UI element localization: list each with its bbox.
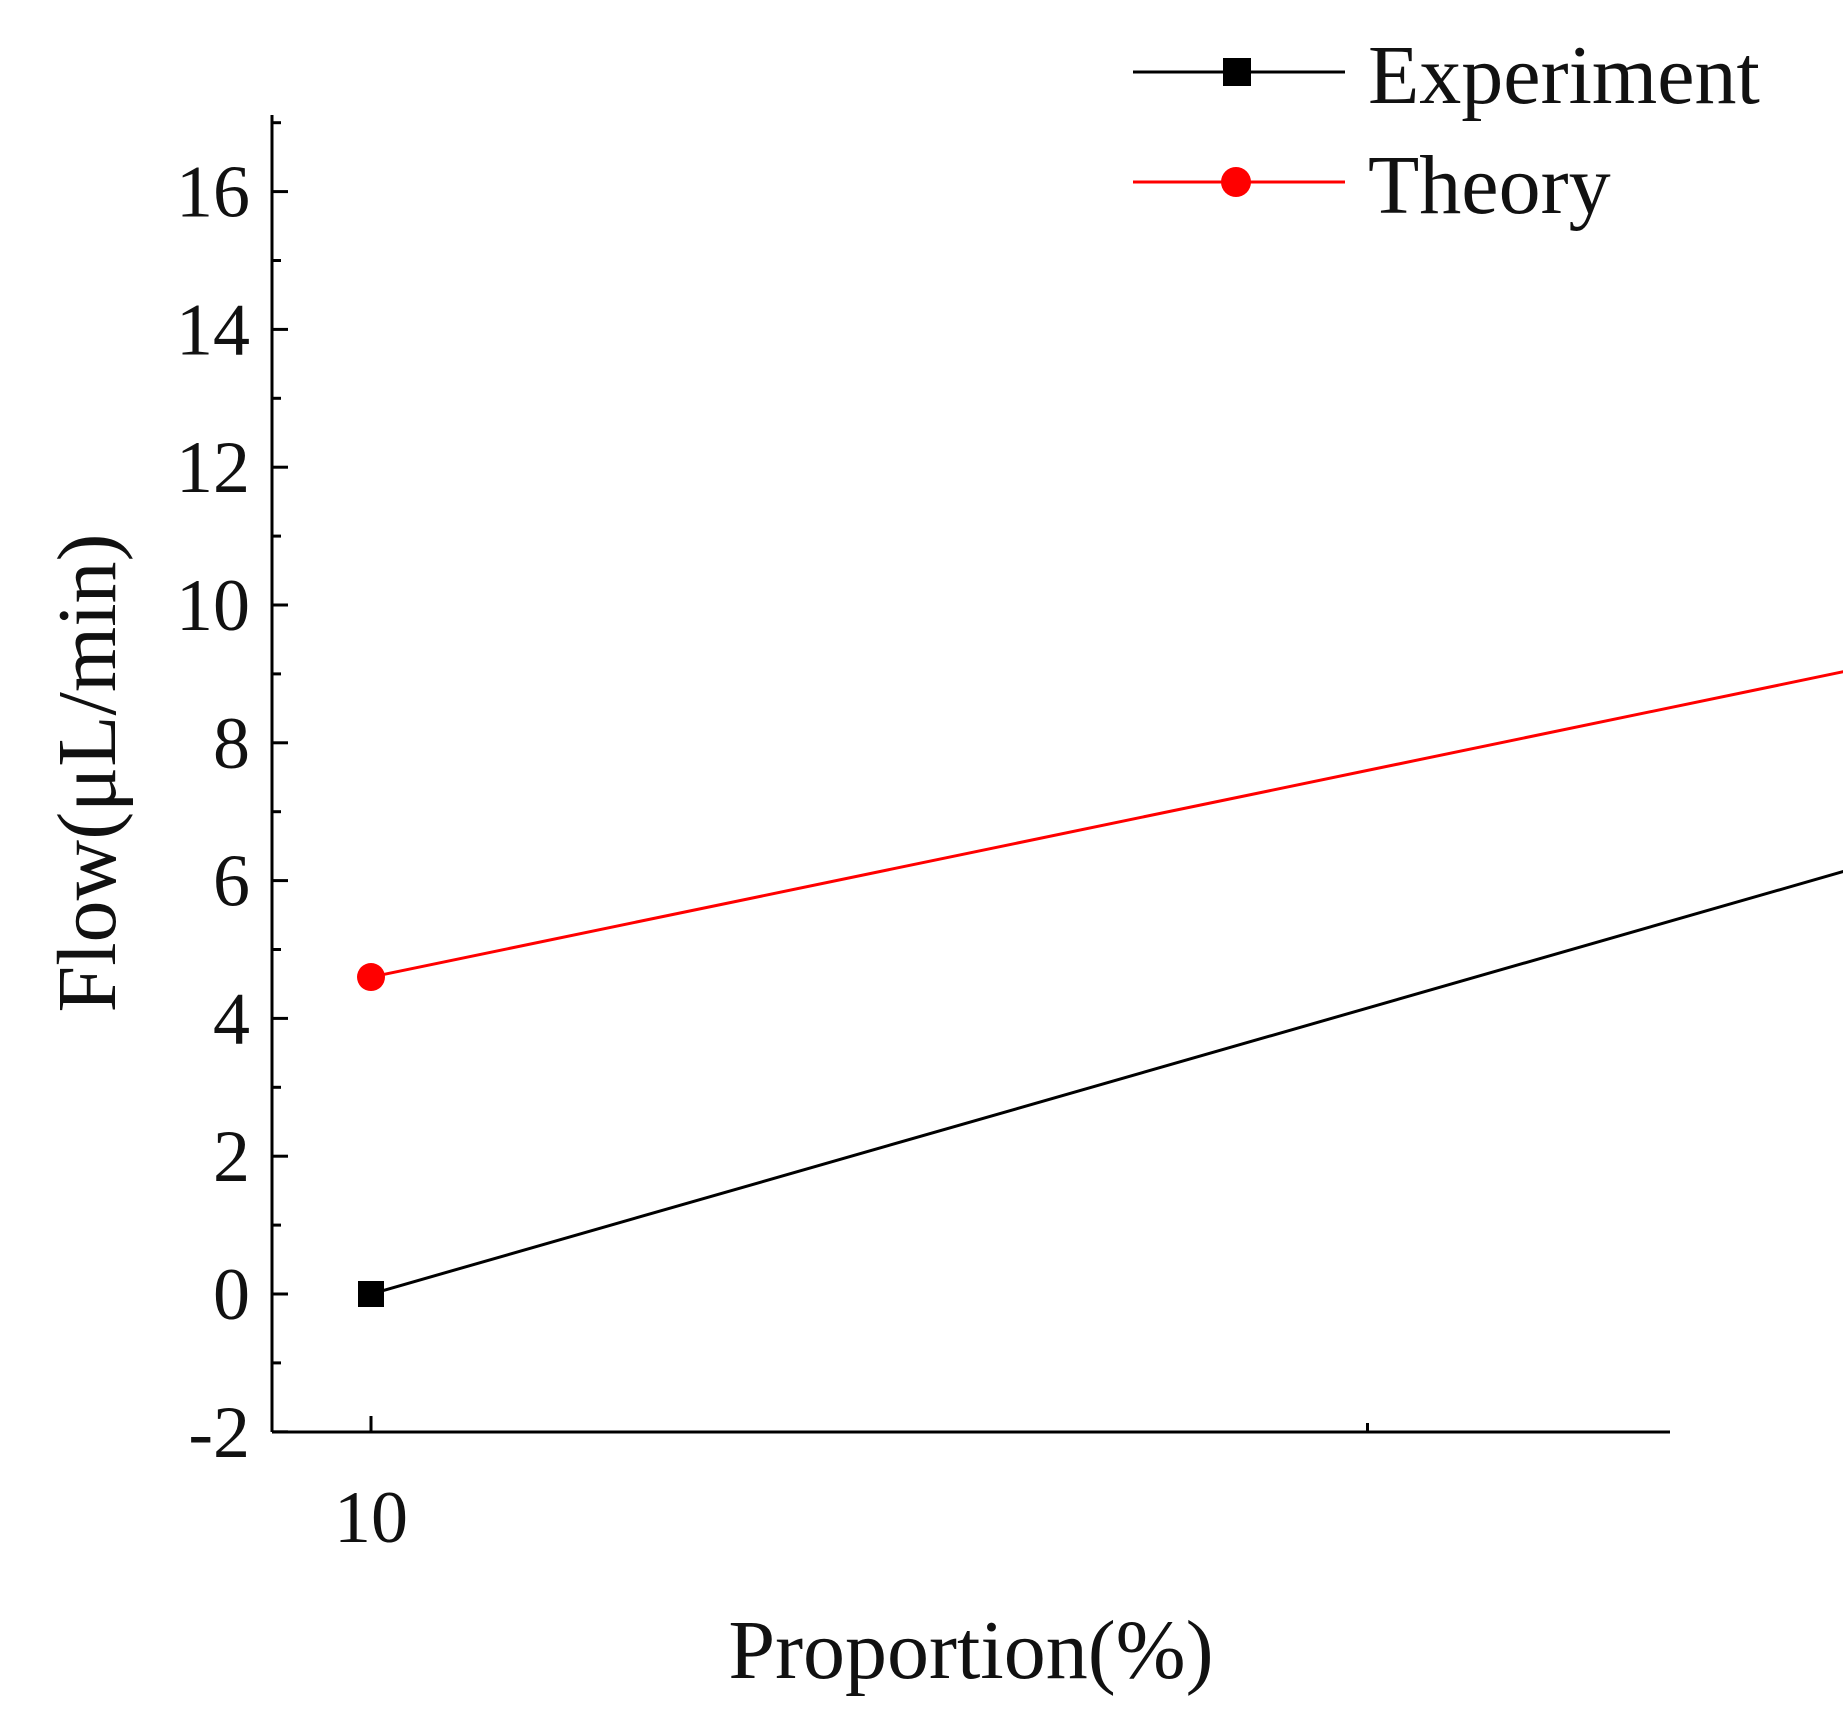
legend-theory-marker xyxy=(1221,167,1251,197)
x-tick-label: 10 xyxy=(334,1477,408,1559)
axes xyxy=(270,115,1670,1434)
ticks xyxy=(272,121,1369,1434)
legend-experiment-label: Experiment xyxy=(1368,29,1760,122)
point-experiment xyxy=(358,1281,384,1307)
y-tick-label: 12 xyxy=(176,427,250,509)
y-tick-label: 14 xyxy=(176,289,250,371)
y-tick-label: 6 xyxy=(213,841,250,923)
legend: Experiment Theory xyxy=(1133,29,1760,232)
y-tick-label: -2 xyxy=(188,1392,250,1474)
y-tick-label: 2 xyxy=(213,1116,250,1198)
y-tick-label: 8 xyxy=(213,703,250,785)
y-tick-label: 10 xyxy=(176,565,250,647)
y-tick-label: 16 xyxy=(176,152,250,234)
legend-experiment-marker xyxy=(1223,58,1251,86)
y-tick-label: 0 xyxy=(213,1254,250,1336)
y-axis-title: Flow(μL/min) xyxy=(41,533,134,1012)
series-line-experiment xyxy=(370,870,1843,1296)
series-layer xyxy=(357,670,1843,1307)
x-axis-title: Proportion(%) xyxy=(728,1604,1213,1697)
series-line-theory xyxy=(370,670,1843,979)
y-tick-label: 4 xyxy=(213,978,250,1060)
point-theory xyxy=(357,963,385,992)
legend-theory-label: Theory xyxy=(1368,139,1611,232)
